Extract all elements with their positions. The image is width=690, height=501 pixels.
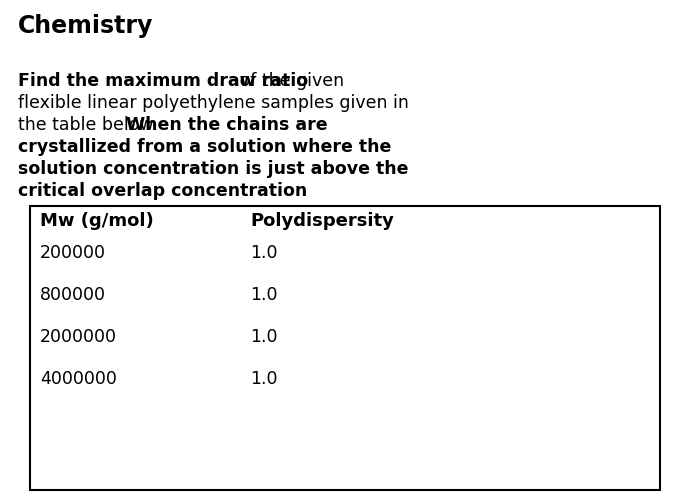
Text: the table below: the table below: [18, 116, 159, 134]
Text: 2000000: 2000000: [40, 328, 117, 346]
Text: Polydispersity: Polydispersity: [250, 212, 394, 230]
Text: solution concentration is just above the: solution concentration is just above the: [18, 160, 408, 178]
Text: Find the maximum draw ratio: Find the maximum draw ratio: [18, 72, 308, 90]
Text: flexible linear polyethylene samples given in: flexible linear polyethylene samples giv…: [18, 94, 409, 112]
Text: 1.0: 1.0: [250, 244, 277, 262]
Text: crystallized from a solution where the: crystallized from a solution where the: [18, 138, 391, 156]
Text: 1.0: 1.0: [250, 328, 277, 346]
Text: 1.0: 1.0: [250, 370, 277, 388]
Text: 4000000: 4000000: [40, 370, 117, 388]
Text: When the chains are: When the chains are: [126, 116, 328, 134]
Text: critical overlap concentration: critical overlap concentration: [18, 182, 307, 200]
Text: 1.0: 1.0: [250, 286, 277, 304]
Text: Mw (g/mol): Mw (g/mol): [40, 212, 154, 230]
Text: Chemistry: Chemistry: [18, 14, 153, 38]
Bar: [30, 206, 660, 490]
Text: of the given: of the given: [234, 72, 344, 90]
Text: 800000: 800000: [40, 286, 106, 304]
Text: 200000: 200000: [40, 244, 106, 262]
